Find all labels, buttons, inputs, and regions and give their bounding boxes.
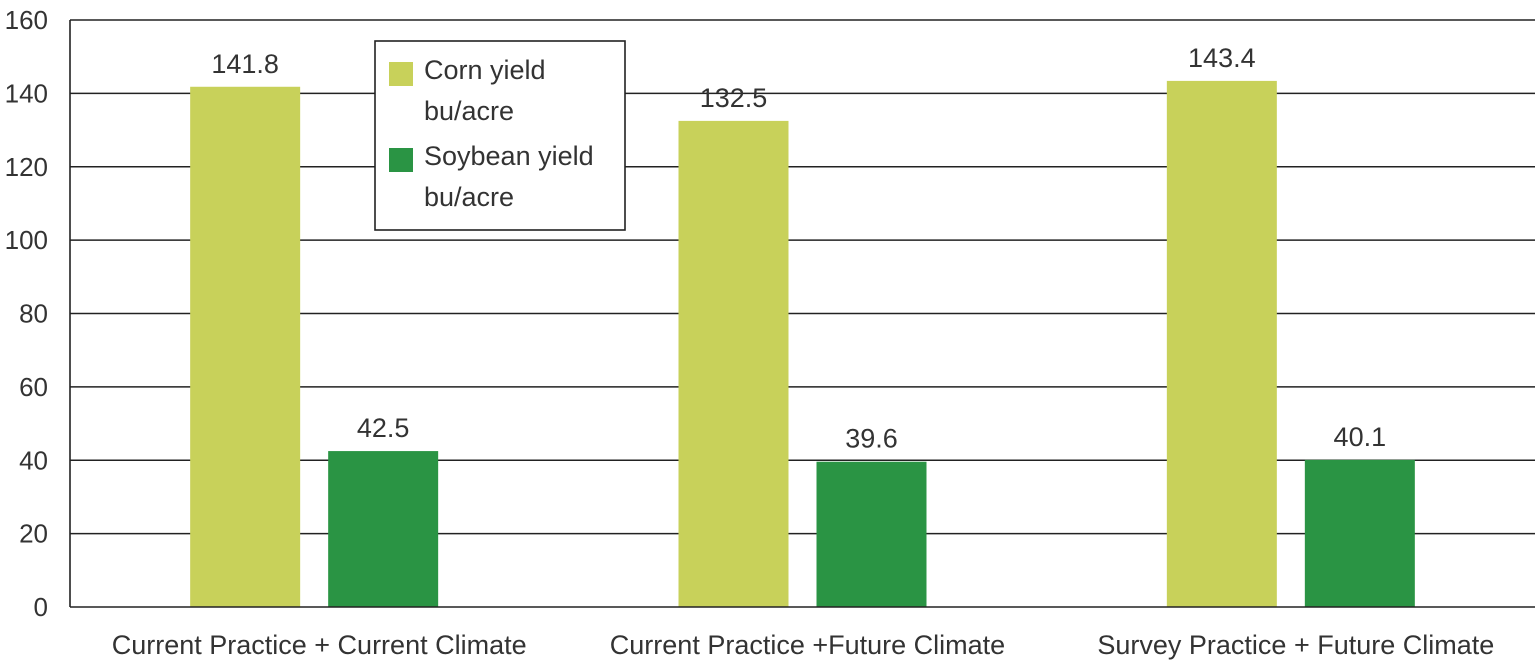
legend-swatch: [389, 62, 413, 86]
bar: [1304, 459, 1415, 607]
bar: [190, 86, 301, 608]
legend-swatch: [389, 148, 413, 172]
legend-label: bu/acre: [424, 182, 514, 212]
y-tick-label: 80: [19, 299, 48, 329]
gridlines: [70, 19, 1535, 535]
x-axis-category-labels: Current Practice + Current Climate Curren…: [112, 630, 1495, 660]
y-tick-label: 20: [19, 519, 48, 549]
y-tick-label: 160: [5, 5, 48, 35]
bar: [678, 120, 789, 607]
y-tick-label: 100: [5, 225, 48, 255]
data-label: 132.5: [700, 83, 768, 113]
y-tick-label: 0: [34, 592, 48, 622]
data-label: 40.1: [1334, 422, 1387, 452]
bar: [816, 461, 927, 607]
data-label: 143.4: [1188, 43, 1256, 73]
y-axis-tick-labels: 0 20 40 60 80 100 120 140 160: [5, 5, 48, 622]
category-label: Current Practice +Future Climate: [610, 630, 1005, 660]
y-tick-label: 40: [19, 445, 48, 475]
bar: [328, 451, 439, 607]
bar: [1166, 80, 1277, 608]
data-label: 141.8: [211, 49, 279, 79]
data-label: 42.5: [357, 413, 410, 443]
category-label: Survey Practice + Future Climate: [1097, 630, 1494, 660]
category-label: Current Practice + Current Climate: [112, 630, 527, 660]
legend-label: Soybean yield: [424, 141, 594, 171]
data-labels: 141.8 42.5 132.5 39.6 143.4 40.1: [211, 43, 1386, 454]
y-tick-label: 60: [19, 372, 48, 402]
legend-label: Corn yield: [424, 55, 546, 85]
axes: [69, 20, 1535, 608]
legend-label: bu/acre: [424, 96, 514, 126]
y-tick-label: 120: [5, 152, 48, 182]
bars: [190, 80, 1415, 608]
y-tick-label: 140: [5, 78, 48, 108]
data-label: 39.6: [845, 424, 898, 454]
legend: Corn yield bu/acre Soybean yield bu/acre: [374, 40, 626, 231]
legend-box: [374, 40, 626, 231]
